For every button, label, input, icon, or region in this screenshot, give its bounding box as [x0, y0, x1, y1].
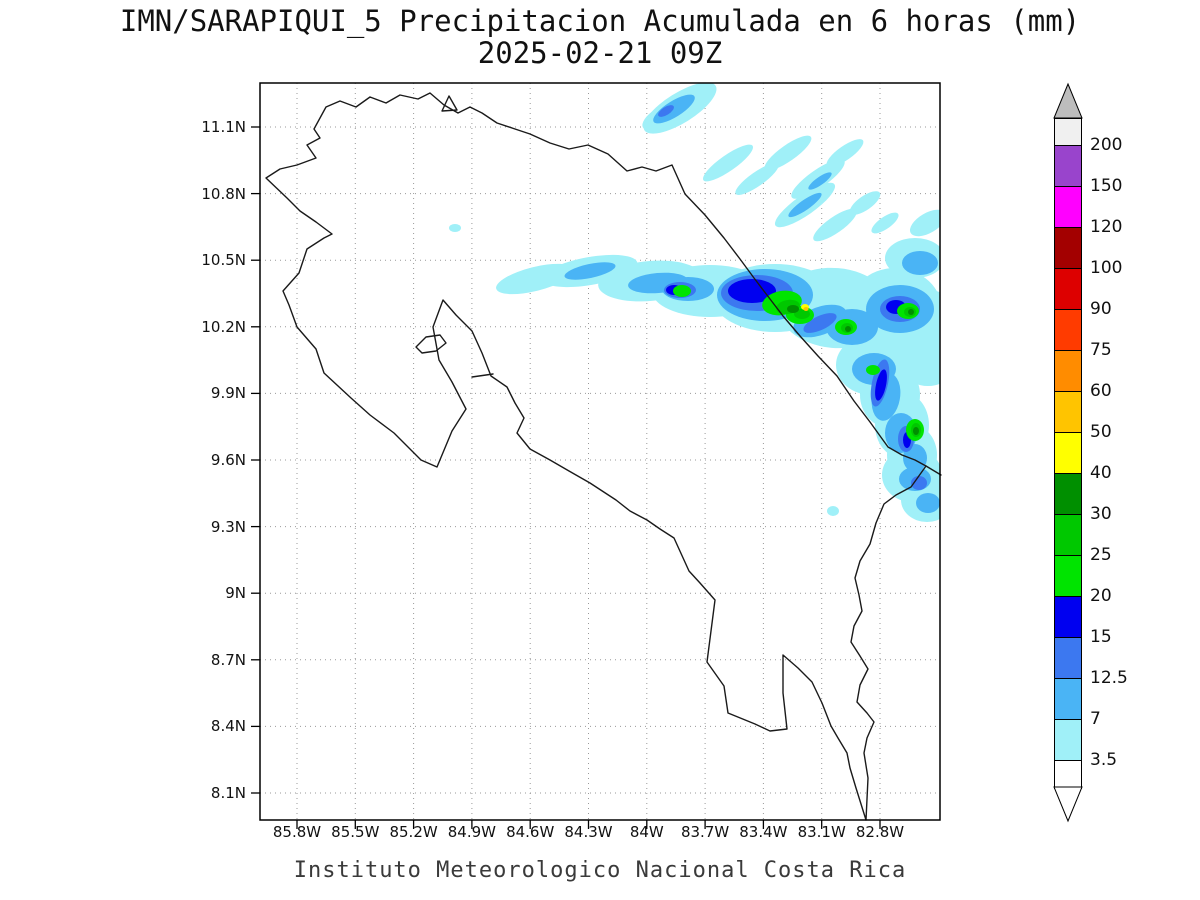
colorbar-level-label: 3.5 — [1090, 750, 1118, 770]
colorbar-segment — [1055, 351, 1081, 392]
colorbar-level-label: 50 — [1090, 422, 1112, 442]
colorbar-segment — [1055, 228, 1081, 269]
puntarenas-spit — [471, 373, 494, 378]
y-axis-tick-label: 10.8N — [201, 184, 246, 203]
colorbar-bar — [1054, 118, 1082, 789]
chart-datetime: 2025-02-21 09Z — [477, 36, 723, 70]
axis-ticks — [251, 126, 881, 829]
colorbar-segment — [1055, 474, 1081, 515]
colorbar-level-label: 100 — [1090, 258, 1123, 278]
colorbar-segment — [1055, 392, 1081, 433]
colorbar-over-arrow — [1053, 82, 1083, 119]
colorbar-level-label: 25 — [1090, 545, 1112, 565]
panama-caribbean-coast — [925, 465, 942, 476]
colorbar-segment — [1055, 119, 1081, 146]
y-axis-tick-label: 10.2N — [201, 317, 246, 336]
y-axis-tick-label: 9.9N — [210, 384, 246, 403]
colorbar-segment — [1055, 187, 1081, 228]
chira-island — [415, 334, 447, 354]
y-axis-tick-label: 9.6N — [210, 451, 246, 469]
y-axis-tick-label: 9N — [225, 584, 246, 603]
y-axis-tick-label: 11.1N — [201, 118, 246, 136]
colorbar-segment — [1055, 761, 1081, 788]
colorbar-level-label: 15 — [1090, 627, 1112, 647]
y-axis-tick-label: 10.5N — [201, 251, 246, 270]
x-axis-tick-label: 84W — [629, 823, 664, 841]
x-axis-tick-label: 84.3W — [564, 823, 613, 841]
colorbar-segment — [1055, 269, 1081, 310]
colorbar-segment — [1055, 433, 1081, 474]
costa-rica-precipitation-map — [251, 82, 942, 829]
solentiname-island — [441, 95, 458, 112]
colorbar-level-label: 7 — [1090, 709, 1101, 729]
x-axis-tick-label: 85.8W — [272, 823, 322, 841]
colorbar-level-label: 150 — [1090, 176, 1123, 196]
colorbar-segment — [1055, 146, 1081, 187]
x-axis-tick-label: 85.5W — [331, 823, 380, 841]
x-axis-tick-label: 84.6W — [506, 823, 555, 841]
y-axis-tick-label: 8.1N — [210, 784, 246, 802]
x-axis-tick-label: 83.4W — [739, 823, 788, 841]
colorbar-segment — [1055, 310, 1081, 351]
x-axis-tick-label: 83.7W — [680, 823, 730, 841]
colorbar-segment — [1055, 679, 1081, 720]
colorbar-level-label: 75 — [1090, 340, 1112, 360]
colorbar-segment — [1055, 720, 1081, 761]
colorbar-segment — [1055, 597, 1081, 638]
costa-rica-outline — [265, 92, 942, 821]
map-frame — [259, 82, 941, 821]
colorbar-level-label: 90 — [1090, 299, 1112, 319]
precipitation-shading — [449, 83, 940, 522]
colorbar-segment — [1055, 515, 1081, 556]
footer-caption: Instituto Meteorologico Nacional Costa R… — [293, 858, 907, 883]
y-axis-tick-label: 9.3N — [210, 517, 246, 536]
chart-title: IMN/SARAPIQUI_5 Precipitacion Acumulada … — [119, 4, 1081, 38]
x-axis-tick-label: 84.9W — [447, 823, 496, 841]
colorbar-level-label: 20 — [1090, 586, 1112, 606]
costa-rica-border-path — [265, 92, 927, 821]
colorbar-segment — [1055, 556, 1081, 597]
colorbar-level-label: 120 — [1090, 217, 1123, 237]
colorbar-level-label: 200 — [1090, 135, 1123, 155]
grid-lines — [260, 83, 940, 820]
colorbar-level-label: 40 — [1090, 463, 1112, 483]
colorbar-level-label: 60 — [1090, 381, 1112, 401]
colorbar-level-label: 12.5 — [1090, 668, 1128, 688]
y-axis-tick-label: 8.7N — [210, 650, 246, 669]
down-arrow-icon — [1053, 786, 1083, 823]
up-arrow-icon — [1053, 82, 1083, 119]
colorbar-level-label: 30 — [1090, 504, 1112, 524]
colorbar-segment — [1055, 638, 1081, 679]
x-axis-tick-label: 83.1W — [797, 823, 846, 841]
x-axis-tick-label: 85.2W — [389, 823, 438, 841]
colorbar-under-arrow — [1053, 786, 1083, 823]
y-axis-tick-label: 8.4N — [210, 717, 246, 736]
x-axis-tick-label: 82.8W — [855, 823, 905, 841]
